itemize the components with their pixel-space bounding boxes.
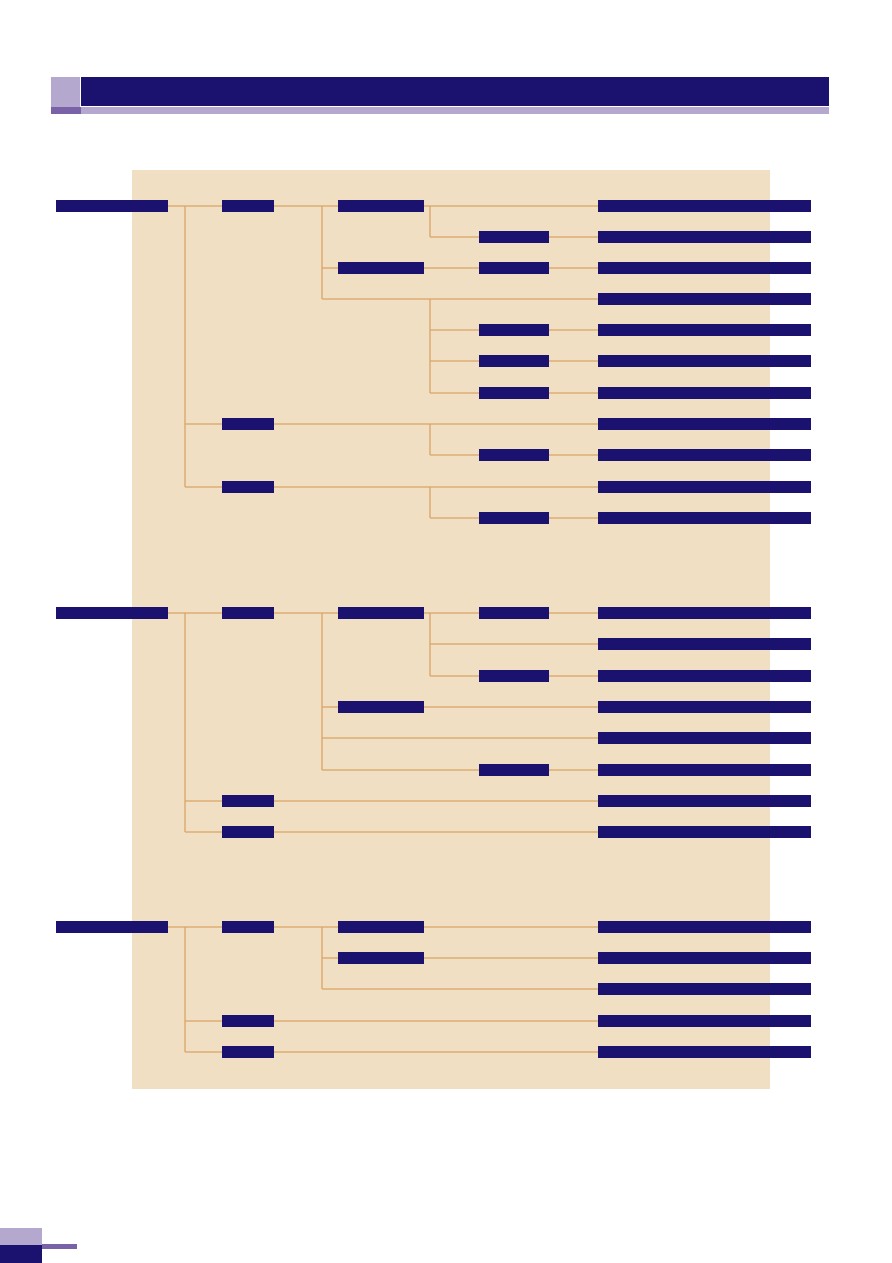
node: [598, 231, 811, 243]
node: [338, 200, 424, 212]
nodes: [56, 200, 811, 1058]
node: [222, 418, 274, 430]
node: [598, 826, 811, 838]
node: [598, 387, 811, 399]
header-strip-dark: [51, 107, 81, 114]
node: [338, 607, 424, 619]
connectors: [168, 205, 598, 1053]
node: [479, 670, 549, 682]
node: [479, 607, 549, 619]
node: [56, 921, 168, 933]
node: [56, 200, 168, 212]
footer-line: [42, 1244, 77, 1249]
node: [479, 512, 549, 524]
node: [338, 952, 424, 964]
node: [222, 1046, 274, 1058]
node: [598, 607, 811, 619]
node: [338, 701, 424, 713]
node: [479, 764, 549, 776]
footer-block: [0, 1245, 42, 1263]
node: [222, 607, 274, 619]
node: [598, 449, 811, 461]
node: [598, 1046, 811, 1058]
node: [598, 262, 811, 274]
diagram-panel: [132, 170, 770, 1089]
node: [598, 952, 811, 964]
node: [222, 200, 274, 212]
node: [598, 670, 811, 682]
node: [479, 324, 549, 336]
node: [479, 262, 549, 274]
node: [598, 638, 811, 650]
node: [338, 921, 424, 933]
node: [598, 324, 811, 336]
node: [598, 764, 811, 776]
node: [598, 795, 811, 807]
node: [598, 355, 811, 367]
node: [222, 1015, 274, 1027]
node: [56, 607, 168, 619]
node: [598, 983, 811, 995]
node: [338, 262, 424, 274]
node: [598, 512, 811, 524]
node: [598, 481, 811, 493]
node: [598, 921, 811, 933]
node: [479, 355, 549, 367]
node: [598, 701, 811, 713]
node: [222, 921, 274, 933]
node: [222, 795, 274, 807]
node: [222, 826, 274, 838]
node: [479, 231, 549, 243]
node: [598, 732, 811, 744]
node: [598, 418, 811, 430]
node: [598, 1015, 811, 1027]
footer-square: [0, 1228, 42, 1245]
header-bar: [81, 77, 829, 106]
header-square: [51, 77, 80, 107]
node: [222, 481, 274, 493]
node: [598, 200, 811, 212]
node: [479, 449, 549, 461]
header-strip: [81, 107, 829, 114]
node: [598, 293, 811, 305]
node: [479, 387, 549, 399]
